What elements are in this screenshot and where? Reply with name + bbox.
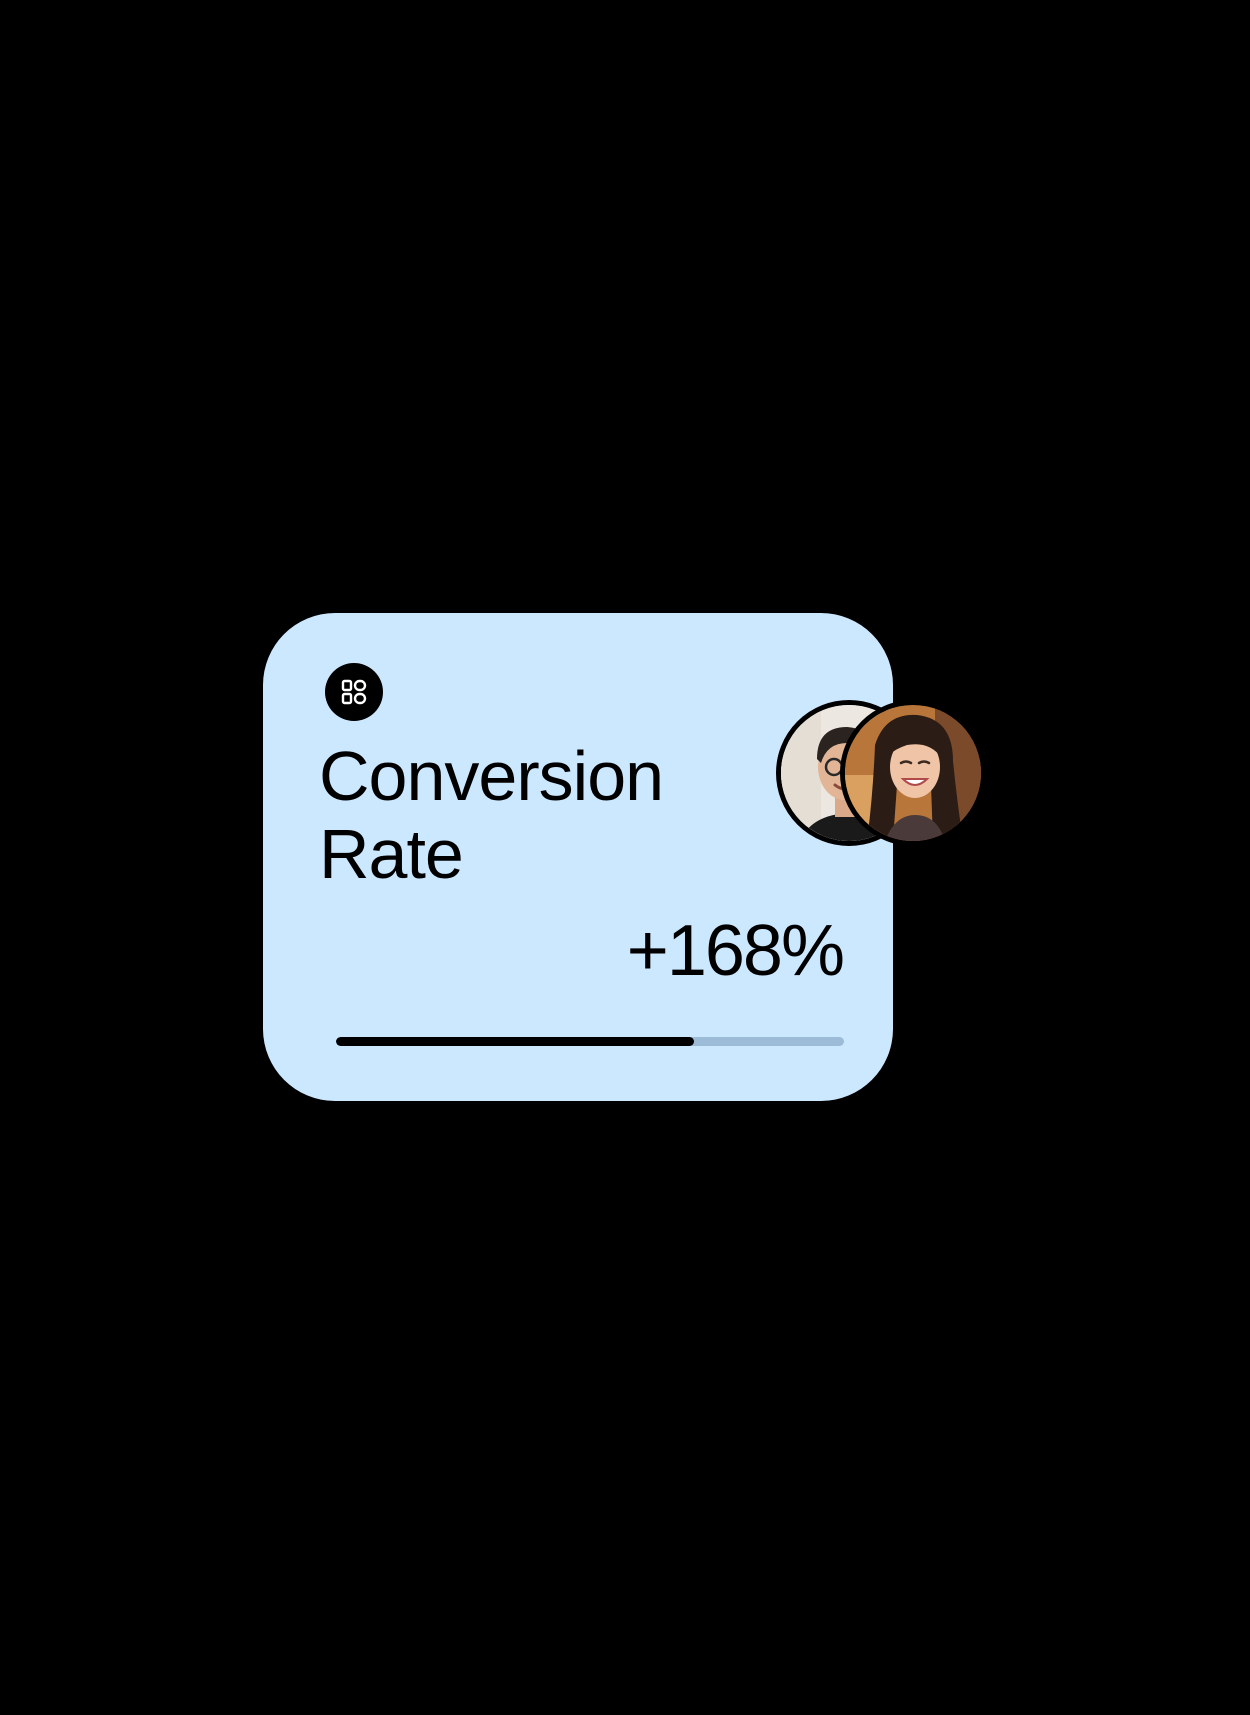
avatar-woman[interactable] [840,700,986,846]
card-title: Conversion Rate [319,737,664,893]
widgets-icon-glyph [341,679,367,705]
progress-bar-fill [336,1037,695,1046]
conversion-rate-value: +168% [626,911,845,991]
progress-bar [336,1037,844,1046]
conversion-rate-card[interactable]: Conversion Rate +168% [263,613,893,1101]
person-woman-smiling-avatar [845,705,981,841]
widgets-icon [325,663,383,721]
